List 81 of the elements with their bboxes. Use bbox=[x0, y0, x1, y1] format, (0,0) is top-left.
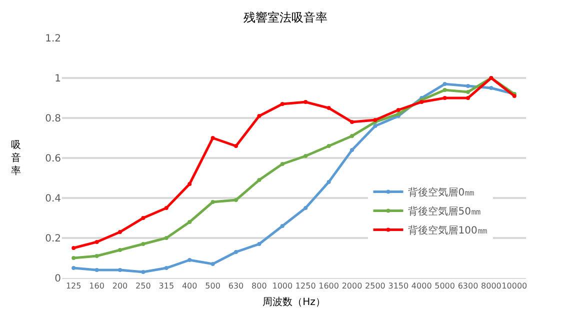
y-tick-label: 1.2 bbox=[45, 34, 61, 44]
point bbox=[164, 206, 168, 210]
point bbox=[257, 242, 262, 246]
point bbox=[280, 102, 284, 106]
point bbox=[72, 266, 76, 270]
x-tick-label: 250 bbox=[136, 282, 151, 291]
point bbox=[118, 230, 122, 234]
point bbox=[466, 84, 470, 88]
point bbox=[72, 256, 76, 260]
x-tick-label: 200 bbox=[112, 282, 128, 291]
legend-label: 背後空気層0㎜ bbox=[408, 186, 475, 199]
point bbox=[304, 100, 308, 104]
point bbox=[280, 162, 284, 166]
point bbox=[257, 114, 262, 118]
point bbox=[94, 268, 99, 272]
point bbox=[257, 178, 262, 182]
y-tick-label: 0 bbox=[54, 274, 61, 284]
y-tick-label: 0.8 bbox=[45, 114, 61, 124]
point bbox=[466, 90, 470, 94]
point bbox=[326, 144, 331, 148]
point bbox=[72, 246, 76, 250]
point bbox=[94, 254, 99, 258]
point bbox=[118, 268, 122, 272]
point bbox=[280, 224, 284, 228]
point bbox=[210, 262, 215, 266]
point bbox=[304, 154, 308, 158]
x-tick-label: 800 bbox=[252, 282, 267, 291]
point bbox=[489, 86, 494, 90]
point bbox=[141, 270, 146, 274]
point bbox=[141, 242, 146, 246]
x-tick-label: 400 bbox=[182, 282, 198, 291]
point bbox=[118, 248, 122, 252]
x-tick-label: 315 bbox=[158, 282, 174, 291]
legend-label: 背後空気層50㎜ bbox=[408, 206, 481, 218]
y-tick-label: 1 bbox=[54, 74, 61, 84]
point bbox=[234, 144, 238, 148]
x-tick-label: 1000 bbox=[272, 282, 293, 291]
point bbox=[326, 106, 331, 110]
x-tick-label: 160 bbox=[89, 282, 104, 291]
point bbox=[350, 134, 354, 138]
x-tick-label: 4000 bbox=[411, 282, 432, 291]
x-tick-label: 2000 bbox=[342, 282, 362, 291]
point bbox=[350, 148, 354, 152]
point bbox=[304, 206, 308, 210]
x-tick-label: 1250 bbox=[295, 282, 316, 291]
x-tick-label: 10000 bbox=[502, 282, 528, 291]
point bbox=[210, 200, 215, 204]
x-tick-label: 1600 bbox=[318, 282, 339, 291]
point bbox=[442, 82, 447, 86]
legend-label: 背後空気層100㎜ bbox=[408, 224, 488, 237]
x-tick-label: 125 bbox=[66, 282, 82, 291]
y-axis-title: 吸音率 bbox=[11, 140, 21, 177]
point bbox=[94, 240, 99, 244]
x-axis-title: 周波数（Hz） bbox=[262, 296, 326, 308]
x-tick-label: 3150 bbox=[388, 282, 409, 291]
y-tick-label: 0.6 bbox=[45, 154, 61, 164]
point bbox=[234, 250, 238, 254]
x-tick-label: 8000 bbox=[481, 282, 502, 291]
point bbox=[442, 88, 447, 92]
x-tick-label: 2500 bbox=[365, 282, 386, 291]
y-tick-label: 0.4 bbox=[45, 194, 61, 204]
point bbox=[326, 180, 331, 184]
point bbox=[442, 96, 447, 100]
x-tick-label: 630 bbox=[228, 282, 244, 291]
point bbox=[373, 124, 378, 128]
point bbox=[466, 96, 470, 100]
point bbox=[164, 236, 168, 240]
point bbox=[234, 198, 238, 202]
x-tick-label: 500 bbox=[205, 282, 220, 291]
point bbox=[188, 220, 192, 224]
point bbox=[188, 182, 192, 186]
point bbox=[164, 266, 168, 270]
point bbox=[141, 216, 146, 220]
point bbox=[396, 108, 400, 112]
x-tick-label: 5000 bbox=[434, 282, 455, 291]
point bbox=[350, 120, 354, 124]
chart-title: 残響室法吸音率 bbox=[244, 10, 328, 25]
x-tick-label: 6300 bbox=[458, 282, 478, 291]
point bbox=[188, 258, 192, 262]
point bbox=[210, 136, 215, 140]
y-tick-label: 0.2 bbox=[45, 234, 61, 244]
